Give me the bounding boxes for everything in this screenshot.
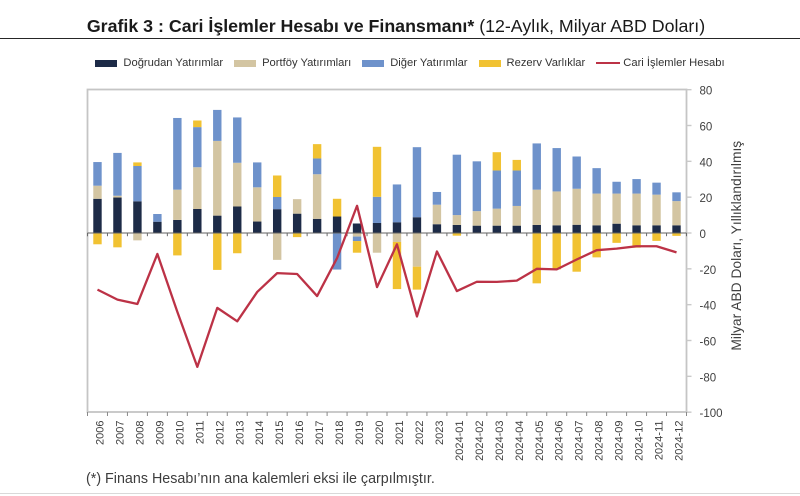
svg-text:0: 0 xyxy=(700,229,706,241)
svg-text:-60: -60 xyxy=(700,337,717,349)
svg-text:-40: -40 xyxy=(700,301,717,313)
svg-text:2018: 2018 xyxy=(334,421,346,445)
svg-text:2016: 2016 xyxy=(294,421,306,445)
svg-text:40: 40 xyxy=(700,157,713,169)
svg-text:2006: 2006 xyxy=(94,421,106,445)
svg-text:2010: 2010 xyxy=(174,421,186,445)
svg-text:2012: 2012 xyxy=(214,421,226,445)
svg-text:2024-02: 2024-02 xyxy=(474,421,486,461)
svg-text:2007: 2007 xyxy=(114,421,126,445)
svg-text:-20: -20 xyxy=(700,265,717,277)
svg-text:2021: 2021 xyxy=(394,421,406,445)
svg-text:2024-08: 2024-08 xyxy=(594,421,606,461)
svg-text:2024-06: 2024-06 xyxy=(554,421,566,461)
svg-text:2019: 2019 xyxy=(354,421,366,445)
svg-text:2024-04: 2024-04 xyxy=(514,421,526,461)
svg-text:2024-03: 2024-03 xyxy=(494,421,506,461)
svg-text:2013: 2013 xyxy=(234,421,246,445)
svg-text:2023: 2023 xyxy=(434,421,446,445)
svg-text:2024-07: 2024-07 xyxy=(574,421,586,461)
svg-text:2024-01: 2024-01 xyxy=(454,421,466,461)
svg-text:2024-12: 2024-12 xyxy=(674,421,686,461)
svg-text:2011: 2011 xyxy=(194,421,206,445)
svg-text:20: 20 xyxy=(700,193,713,205)
svg-text:2024-09: 2024-09 xyxy=(614,421,626,461)
svg-text:2024-10: 2024-10 xyxy=(634,421,646,461)
svg-text:2024-11: 2024-11 xyxy=(654,421,666,461)
svg-text:60: 60 xyxy=(700,122,713,134)
svg-text:2008: 2008 xyxy=(134,421,146,445)
svg-text:-100: -100 xyxy=(700,408,723,420)
svg-text:2009: 2009 xyxy=(154,421,166,445)
svg-text:Milyar ABD Doları, Yıllıklandı: Milyar ABD Doları, Yıllıklandırılmış xyxy=(729,141,744,351)
svg-text:2015: 2015 xyxy=(274,421,286,445)
svg-text:2024-05: 2024-05 xyxy=(534,421,546,461)
svg-text:2020: 2020 xyxy=(374,421,386,445)
svg-text:2022: 2022 xyxy=(414,421,426,445)
svg-text:2014: 2014 xyxy=(254,421,266,445)
svg-text:-80: -80 xyxy=(700,372,717,384)
svg-text:2017: 2017 xyxy=(314,421,326,445)
svg-text:80: 80 xyxy=(700,86,713,98)
